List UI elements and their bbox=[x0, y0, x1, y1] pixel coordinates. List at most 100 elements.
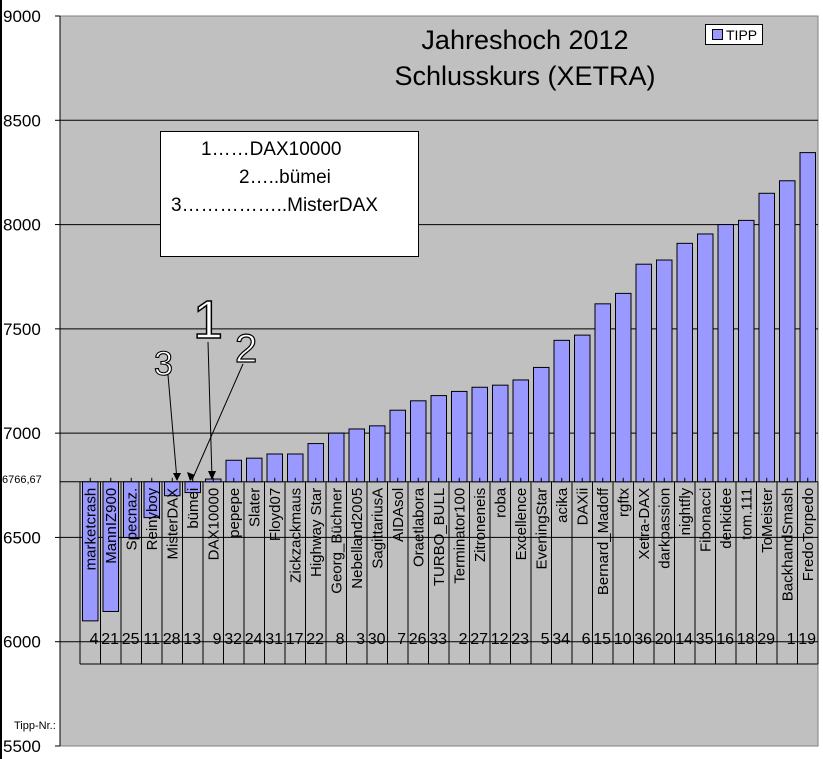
category-label: Georg_Büchner bbox=[328, 488, 345, 594]
category-label: pepepe bbox=[226, 488, 243, 538]
tipp-number: 27 bbox=[470, 631, 488, 648]
bar bbox=[328, 432, 345, 483]
bar bbox=[656, 259, 673, 483]
category-label: SagittariusA bbox=[369, 488, 386, 569]
legend: TIPP bbox=[705, 24, 763, 45]
category-label: Fibonacci bbox=[697, 488, 714, 552]
category-label: darkpassion bbox=[656, 488, 673, 569]
tipp-number: 15 bbox=[593, 631, 611, 648]
arrow-1 bbox=[207, 341, 213, 479]
category-label: Slater bbox=[246, 488, 263, 527]
bar bbox=[799, 152, 816, 483]
y-tick-label: 6000 bbox=[3, 633, 41, 652]
bar bbox=[779, 180, 796, 483]
legend-swatch-icon bbox=[712, 29, 723, 40]
tipp-number: 22 bbox=[306, 631, 324, 648]
chart-title-line-2: Schlusskurs (XETRA) bbox=[394, 61, 656, 91]
category-label: acika bbox=[554, 487, 571, 523]
category-label: Reinyboy bbox=[144, 487, 161, 550]
category-label: FredoTorpedo bbox=[800, 488, 817, 581]
bar bbox=[635, 263, 652, 483]
tipp-number: 16 bbox=[716, 631, 734, 648]
bar bbox=[348, 428, 365, 483]
annotation-line-3: 3……………..MisterDAX bbox=[171, 195, 378, 216]
data-table: marketcrash 4 MannIZ900 21 Specnaz. 25 Reinybo… bbox=[79, 481, 819, 665]
bar bbox=[492, 384, 509, 483]
tipp-number: 13 bbox=[183, 631, 201, 648]
marker-3: 3 bbox=[154, 345, 173, 383]
bar bbox=[307, 443, 324, 483]
y-tick-label: 6500 bbox=[3, 528, 41, 547]
bar bbox=[676, 242, 693, 483]
category-label: Floyd07 bbox=[267, 488, 284, 541]
category-label: BackhandSmash bbox=[779, 488, 796, 601]
y-tick-label: 7500 bbox=[3, 320, 41, 339]
tipp-number: 29 bbox=[757, 631, 775, 648]
tipp-number: 26 bbox=[409, 631, 427, 648]
category-label: EveningStar bbox=[533, 488, 550, 570]
category-label: roba bbox=[492, 487, 509, 518]
category-label: TURBO_BULL bbox=[431, 488, 448, 586]
category-label: bümei bbox=[185, 488, 202, 529]
annotation-arrows: 1 2 3 bbox=[153, 289, 258, 481]
bar bbox=[287, 453, 304, 483]
tipp-number: 25 bbox=[122, 631, 140, 648]
bar bbox=[266, 453, 283, 483]
category-label: denkidee bbox=[718, 488, 735, 549]
category-label: marketcrash bbox=[82, 488, 99, 571]
legend-label: TIPP bbox=[726, 26, 758, 43]
category-label: ToMeister bbox=[759, 488, 776, 553]
tipp-number: 31 bbox=[265, 631, 283, 648]
category-label: Xetra-DAX bbox=[636, 488, 653, 560]
tipp-number: 20 bbox=[655, 631, 673, 648]
tipp-number: 8 bbox=[336, 631, 345, 648]
tipp-number: 11 bbox=[143, 631, 160, 648]
tipp-number: 36 bbox=[634, 631, 652, 648]
tipp-number: 28 bbox=[163, 631, 181, 648]
bar bbox=[758, 192, 775, 483]
bar bbox=[533, 366, 550, 483]
marker-2: 2 bbox=[235, 327, 257, 371]
bar bbox=[594, 303, 611, 483]
annotation-line-1: 1……DAX10000 bbox=[201, 139, 342, 160]
tipp-number: 14 bbox=[675, 631, 693, 648]
tipp-number: 18 bbox=[737, 631, 755, 648]
tipp-number: 24 bbox=[245, 631, 263, 648]
tipp-number: 3 bbox=[356, 631, 365, 648]
bar bbox=[697, 233, 714, 483]
tipp-number: 21 bbox=[101, 631, 119, 648]
category-label: Excellence bbox=[513, 488, 530, 561]
category-label: MannIZ900 bbox=[103, 488, 120, 564]
category-label: AIDAsol bbox=[390, 488, 407, 542]
category-label: Zitroneneis bbox=[472, 488, 489, 562]
category-label: Specnaz. bbox=[123, 488, 140, 551]
category-label: Nebelland2005 bbox=[349, 488, 366, 589]
bar bbox=[615, 292, 632, 483]
category-label: rgftx bbox=[615, 487, 632, 517]
tipp-number: 4 bbox=[90, 631, 99, 648]
bar bbox=[471, 386, 488, 483]
chart-title: Jahreshoch 2012 Schlusskurs (XETRA) bbox=[360, 22, 690, 94]
annotation-line-2: 2…..bümei bbox=[239, 167, 331, 188]
tipp-number: 5 bbox=[541, 631, 550, 648]
tipp-number: 35 bbox=[696, 631, 714, 648]
bar bbox=[512, 379, 529, 483]
chart-title-line-1: Jahreshoch 2012 bbox=[421, 25, 629, 55]
frame-left-border bbox=[0, 0, 2, 759]
tipp-number: 9 bbox=[213, 631, 222, 648]
tipp-number: 23 bbox=[511, 631, 529, 648]
arrow-1-head bbox=[208, 471, 216, 480]
tipp-number: 30 bbox=[368, 631, 386, 648]
tipp-number: 19 bbox=[798, 631, 816, 648]
arrow-2 bbox=[191, 363, 244, 481]
arrow-3-head bbox=[173, 473, 181, 481]
bar bbox=[369, 425, 386, 483]
category-label: Bernard_Madoff bbox=[595, 487, 612, 595]
y-tick-label: 8000 bbox=[3, 216, 41, 235]
row-header-tipp-nr: Tipp-Nr.: bbox=[14, 720, 56, 732]
y-tick-label: 7000 bbox=[3, 424, 41, 443]
tipp-number: 7 bbox=[397, 631, 406, 648]
bar bbox=[430, 395, 447, 483]
bar bbox=[451, 390, 468, 483]
